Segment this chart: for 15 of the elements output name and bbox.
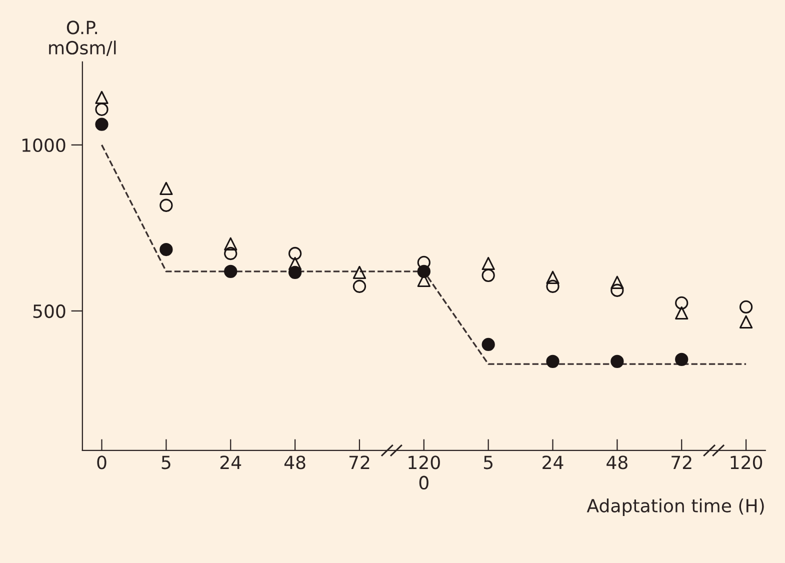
x-tick-label: 120 0 <box>408 456 440 490</box>
x-tick-label: 24 <box>220 456 242 469</box>
x-tick-label: 48 <box>284 456 306 470</box>
x-tick-label: 48 <box>606 456 628 470</box>
x-tick-label: 72 <box>349 456 370 469</box>
x-tick-label: 5 <box>162 456 170 470</box>
x-tick-label: 5 <box>484 456 492 470</box>
x-tick-label: 120 <box>730 456 762 470</box>
y-tick-label: 500 <box>33 304 66 318</box>
y-tick-label: 1000 <box>22 138 66 152</box>
x-tick-label: 72 <box>672 456 692 469</box>
x-tick-label: 24 <box>542 456 564 469</box>
y-axis-title: O.P. mOsm/l <box>49 20 116 56</box>
x-axis-title: Adaptation time (H) <box>586 498 764 516</box>
x-tick-label: 0 <box>97 456 106 470</box>
